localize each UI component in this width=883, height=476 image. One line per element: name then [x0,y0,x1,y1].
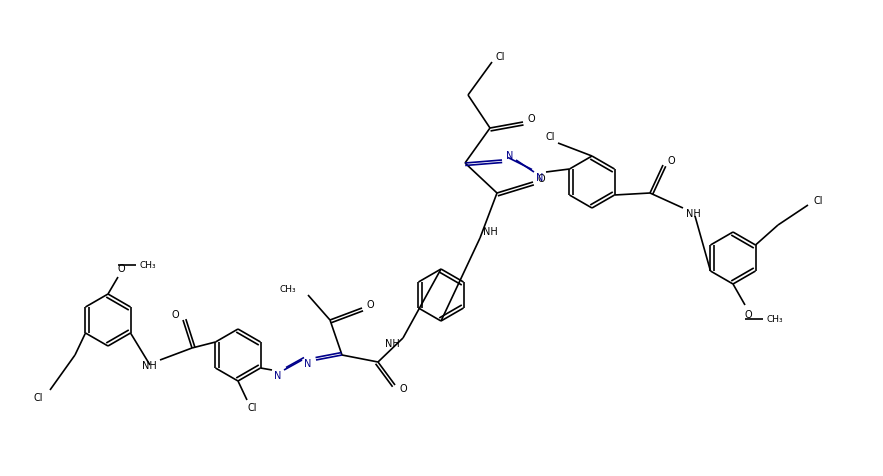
Text: O: O [527,114,535,124]
Text: CH₃: CH₃ [766,315,783,324]
Text: Cl: Cl [247,403,257,413]
Text: CH₃: CH₃ [279,286,296,295]
Text: NH: NH [142,361,157,371]
Text: NH: NH [686,209,701,219]
Text: O: O [744,310,751,320]
Text: O: O [537,174,545,184]
Text: N: N [506,151,514,161]
Text: O: O [366,300,374,310]
Text: O: O [117,264,125,274]
Text: Cl: Cl [34,393,42,403]
Text: O: O [399,384,407,394]
Text: O: O [668,156,675,166]
Text: N: N [275,371,282,381]
Text: Cl: Cl [545,132,555,142]
Text: Cl: Cl [495,52,505,62]
Text: N: N [305,359,312,369]
Text: O: O [171,310,179,320]
Text: NH: NH [385,339,400,349]
Text: N: N [536,173,544,183]
Text: Cl: Cl [813,196,823,206]
Text: NH: NH [483,227,498,237]
Text: CH₃: CH₃ [140,260,156,269]
